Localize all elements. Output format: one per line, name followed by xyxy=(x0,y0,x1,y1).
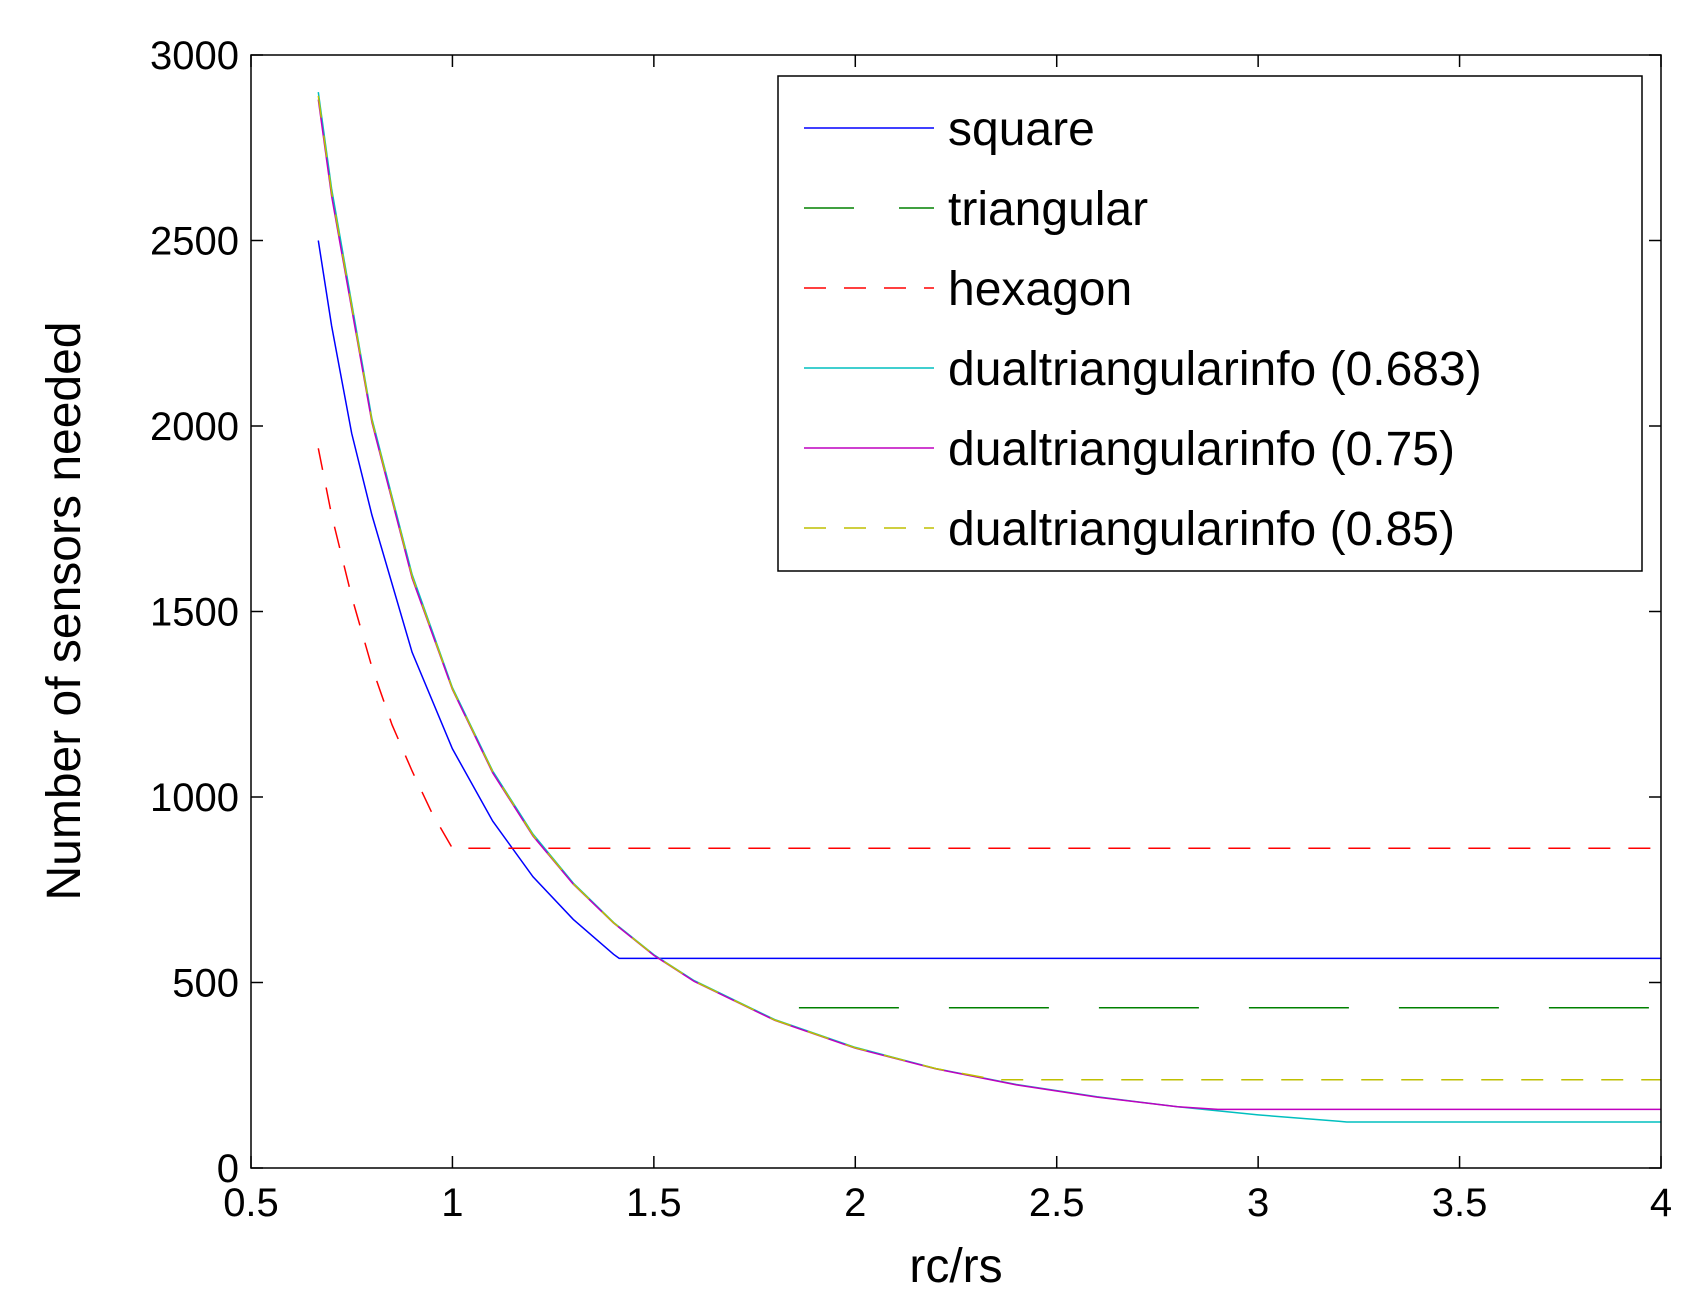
x-tick-label: 3 xyxy=(1247,1181,1269,1225)
y-tick-label: 0 xyxy=(217,1147,239,1191)
y-axis-title: Number of sensors needed xyxy=(38,322,91,901)
y-tick-label: 3000 xyxy=(150,34,239,78)
x-axis-title: rc/rs xyxy=(909,1240,1002,1293)
series-line-2 xyxy=(317,448,1661,849)
y-tick-label: 2500 xyxy=(150,220,239,264)
y-tick-label: 1500 xyxy=(150,591,239,635)
x-tick-label: 4 xyxy=(1650,1181,1672,1225)
y-tick-label: 500 xyxy=(172,962,239,1006)
legend-box xyxy=(777,75,1643,572)
legend-label-1: triangular xyxy=(948,183,1148,236)
legend-label-5: dualtriangularinfo (0.85) xyxy=(948,503,1455,556)
series-line-0 xyxy=(317,240,1661,960)
x-tick-label: 1.5 xyxy=(626,1181,682,1225)
x-tick-label: 0.5 xyxy=(223,1181,279,1225)
x-tick-label: 1 xyxy=(441,1181,463,1225)
series-layer xyxy=(317,91,1661,1123)
series-line-5 xyxy=(317,95,1661,1081)
legend-label-0: square xyxy=(948,103,1095,156)
tick-layer: 0.5 1 1.5 2 2.5 3 3.5 4 0 500 1000 1500 2000 2500 3000 xyxy=(150,34,1672,1225)
y-tick-label: 1000 xyxy=(150,776,239,820)
legend-label-4: dualtriangularinfo (0.75) xyxy=(948,423,1455,476)
x-tick-label: 2.5 xyxy=(1029,1181,1085,1225)
legend-label-3: dualtriangularinfo (0.683) xyxy=(948,343,1482,396)
x-tick-label: 3.5 xyxy=(1432,1181,1488,1225)
legend-label-2: hexagon xyxy=(948,263,1132,316)
y-tick-label: 2000 xyxy=(150,405,239,449)
x-tick-label: 2 xyxy=(844,1181,866,1225)
legend: square triangular hexagon dualtriangularinf… xyxy=(777,75,1643,572)
legend-entries: square triangular hexagon dualtriangularinf… xyxy=(804,103,1482,556)
